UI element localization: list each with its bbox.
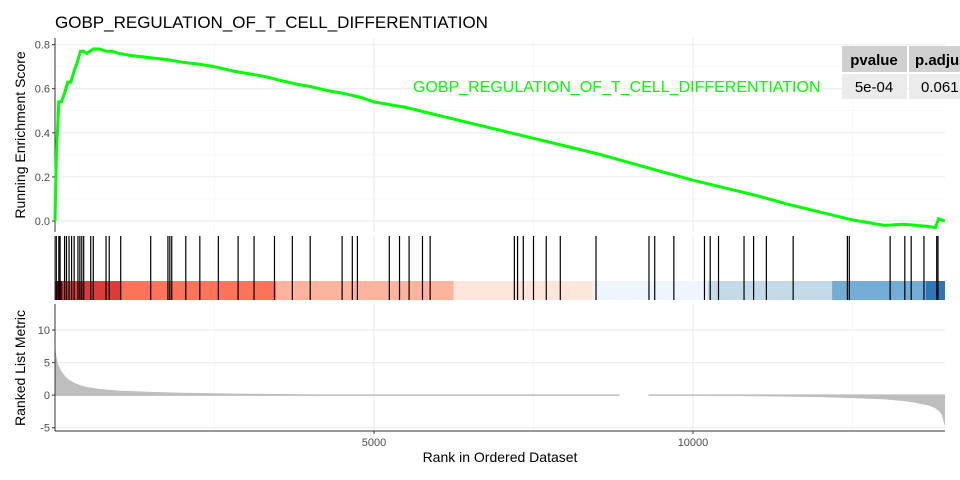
rank-color-bands <box>55 281 945 300</box>
y-tick-label: 0.8 <box>35 40 50 52</box>
x-axis-title: Rank in Ordered Dataset <box>423 449 578 465</box>
color-band <box>707 281 833 300</box>
x-tick-label: 10000 <box>678 437 709 449</box>
y-tick-label: 0 <box>44 390 50 402</box>
gene-set-label: GOBP_REGULATION_OF_T_CELL_DIFFERENTIATIO… <box>413 79 821 96</box>
table-value-cell <box>842 74 907 99</box>
metric-panel: -5 0 5 10 5000 10000 Ranked List Metric Rank… <box>12 304 945 465</box>
y-tick-label: 5 <box>44 358 50 370</box>
color-band <box>120 281 277 300</box>
color-band <box>832 281 926 300</box>
table-header-padjust: p.adjust <box>915 52 960 69</box>
table-header-cell <box>842 46 907 72</box>
table-value-cell <box>909 74 960 99</box>
table-value-padjust: 0.061 <box>921 79 959 96</box>
y-tick-label: 0.6 <box>35 84 50 96</box>
ranked-metric-area <box>55 344 945 427</box>
color-band <box>276 281 454 300</box>
es-y-axis: 0.0 0.2 0.4 0.6 0.8 <box>35 40 55 228</box>
table-header-cell <box>909 46 960 72</box>
es-y-axis-title: Running Enrichment Score <box>12 51 28 219</box>
x-tick-label: 5000 <box>362 437 386 449</box>
running-enrichment-curve <box>53 47 946 230</box>
y-tick-label: 10 <box>38 325 50 337</box>
y-tick-label: 0.2 <box>35 172 50 184</box>
table-value-pvalue: 5e-04 <box>855 79 893 96</box>
es-gridlines <box>55 38 945 232</box>
y-tick-label: -5 <box>40 423 50 435</box>
color-band <box>592 281 708 300</box>
hits-panel <box>54 236 945 300</box>
color-band <box>925 281 945 300</box>
stats-table: pvalue p.adjust 5e-04 0.061 <box>842 46 960 99</box>
x-axis: 5000 10000 <box>362 431 709 449</box>
y-tick-label: 0.0 <box>35 216 50 228</box>
table-header-pvalue: pvalue <box>850 52 898 69</box>
es-panel: 0.0 0.2 0.4 0.6 0.8 GOBP_REGULATION_OF_T_CEL… <box>12 38 946 232</box>
y-tick-label: 0.4 <box>35 128 50 140</box>
gene-hit-ticks <box>55 236 939 300</box>
metric-y-axis: -5 0 5 10 <box>38 325 55 435</box>
metric-gridlines <box>55 304 945 431</box>
metric-y-axis-title: Ranked List Metric <box>12 310 28 426</box>
metric-gap <box>619 393 649 398</box>
chart-title: GOBP_REGULATION_OF_T_CELL_DIFFERENTIATIO… <box>55 13 488 32</box>
